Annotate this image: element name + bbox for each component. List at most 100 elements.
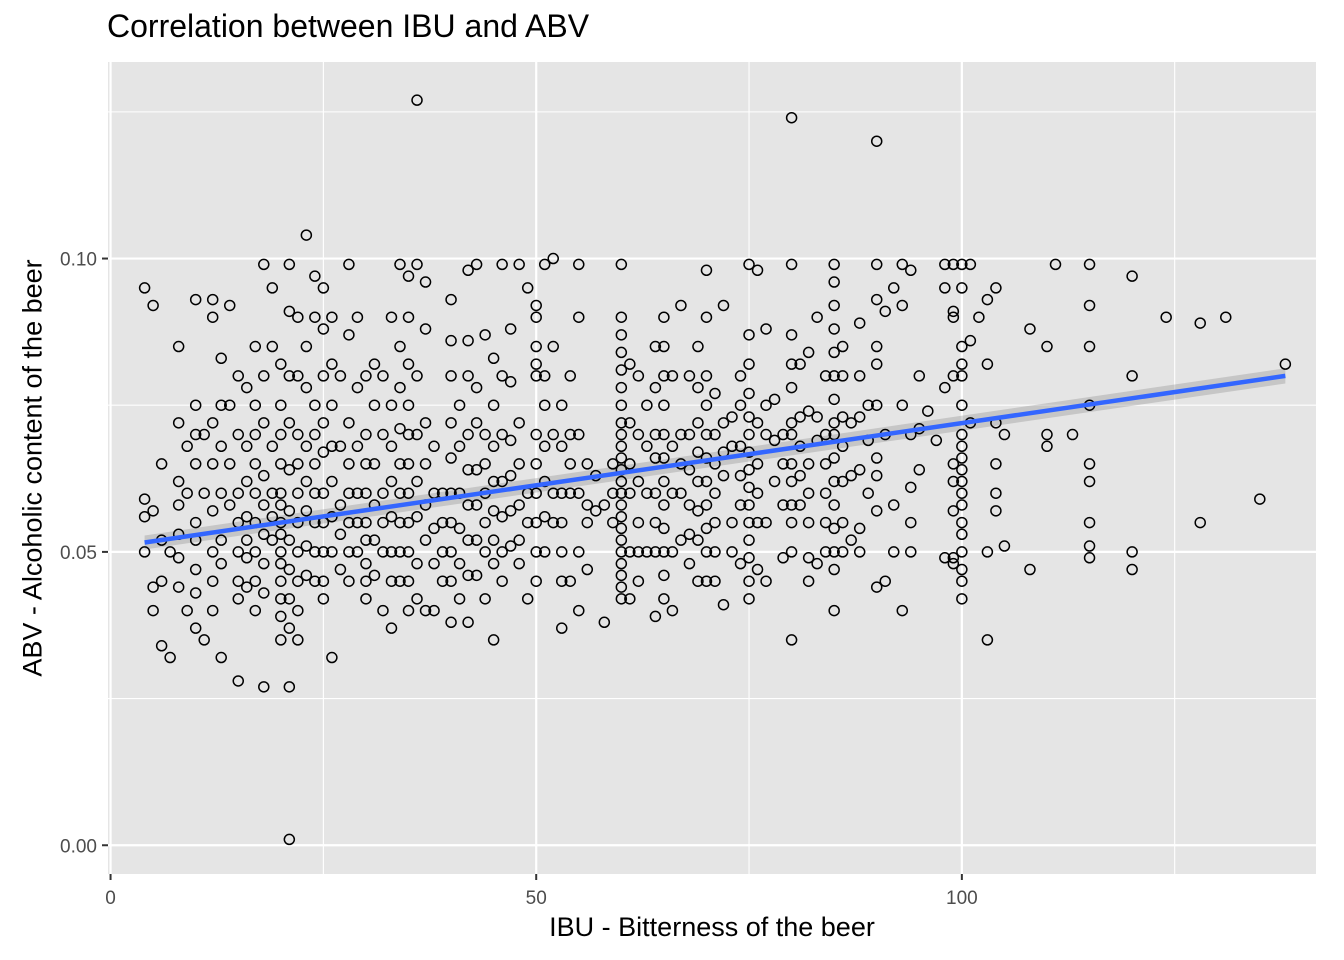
data-point xyxy=(870,452,883,464)
data-point xyxy=(743,481,755,494)
data-point xyxy=(717,598,730,611)
data-point xyxy=(870,358,883,370)
data-point xyxy=(734,370,747,382)
data-point xyxy=(658,311,670,323)
data-point xyxy=(223,499,236,511)
data-point xyxy=(172,499,185,511)
data-point xyxy=(189,622,202,634)
data-point xyxy=(547,340,559,353)
data-point xyxy=(283,417,296,429)
data-point xyxy=(641,440,653,453)
data-point xyxy=(760,575,772,587)
data-point xyxy=(317,487,330,499)
data-point xyxy=(939,258,951,271)
data-point xyxy=(411,593,423,605)
data-point xyxy=(896,258,909,271)
data-point xyxy=(249,604,262,617)
data-point xyxy=(198,634,210,646)
data-point xyxy=(734,557,747,570)
data-point xyxy=(368,534,381,546)
data-point xyxy=(300,340,313,353)
data-point xyxy=(479,329,491,341)
data-point xyxy=(385,546,398,558)
data-point xyxy=(394,340,406,353)
data-point xyxy=(905,481,917,494)
data-point xyxy=(768,393,781,406)
data-point xyxy=(751,417,764,429)
data-point xyxy=(956,258,968,271)
data-point xyxy=(785,258,798,271)
data-point xyxy=(402,358,415,370)
data-point xyxy=(487,352,500,365)
data-point xyxy=(624,546,636,558)
data-point xyxy=(947,475,960,488)
data-point xyxy=(981,634,994,646)
data-point xyxy=(215,534,227,546)
data-point xyxy=(462,334,474,347)
data-point xyxy=(428,522,440,535)
data-point xyxy=(896,399,909,411)
data-point xyxy=(1194,516,1206,529)
data-point xyxy=(249,458,262,470)
data-point xyxy=(275,458,287,470)
data-point xyxy=(1083,299,1096,312)
data-point xyxy=(530,340,542,353)
data-point xyxy=(206,546,219,558)
data-point xyxy=(692,381,704,394)
data-point xyxy=(419,458,432,470)
data-point xyxy=(513,499,525,511)
data-point xyxy=(283,833,296,846)
data-point xyxy=(241,440,253,453)
data-point xyxy=(206,458,219,470)
data-point xyxy=(828,299,840,312)
data-point xyxy=(836,411,849,423)
data-point xyxy=(462,370,474,382)
data-point xyxy=(283,258,296,271)
data-point xyxy=(283,622,296,634)
data-point xyxy=(743,428,755,441)
data-point xyxy=(215,440,227,453)
data-point xyxy=(802,487,815,499)
chart-title: Correlation between IBU and ABV xyxy=(107,8,590,44)
data-point xyxy=(411,258,423,271)
data-point xyxy=(785,111,798,124)
data-point xyxy=(615,581,628,593)
data-point xyxy=(385,510,398,523)
data-point xyxy=(615,440,628,453)
data-point xyxy=(947,557,960,570)
data-point xyxy=(419,534,432,546)
data-point xyxy=(326,358,338,370)
data-point xyxy=(845,534,857,546)
data-point xyxy=(343,458,355,470)
data-point xyxy=(870,469,883,482)
data-point xyxy=(419,417,432,429)
data-point xyxy=(172,475,185,488)
data-point xyxy=(326,440,338,453)
data-point xyxy=(615,364,628,376)
data-point xyxy=(513,534,525,546)
data-point xyxy=(377,516,389,529)
data-point xyxy=(956,370,968,382)
data-point xyxy=(360,458,372,470)
data-point xyxy=(700,575,713,587)
data-point xyxy=(232,575,244,587)
data-point xyxy=(956,546,968,558)
data-point xyxy=(470,499,483,511)
data-point xyxy=(453,522,466,535)
data-point xyxy=(334,370,347,382)
data-point xyxy=(564,458,577,470)
data-point xyxy=(249,340,262,353)
data-point xyxy=(700,522,713,535)
data-point xyxy=(1160,311,1172,323)
data-point xyxy=(266,440,279,453)
data-point xyxy=(419,276,432,288)
data-point xyxy=(462,499,474,511)
data-point xyxy=(956,464,968,476)
data-point xyxy=(504,469,517,482)
data-point xyxy=(462,264,474,277)
data-point xyxy=(870,340,883,353)
data-point xyxy=(351,516,364,529)
data-points xyxy=(138,94,1292,846)
data-point xyxy=(275,575,287,587)
data-point xyxy=(998,540,1011,552)
